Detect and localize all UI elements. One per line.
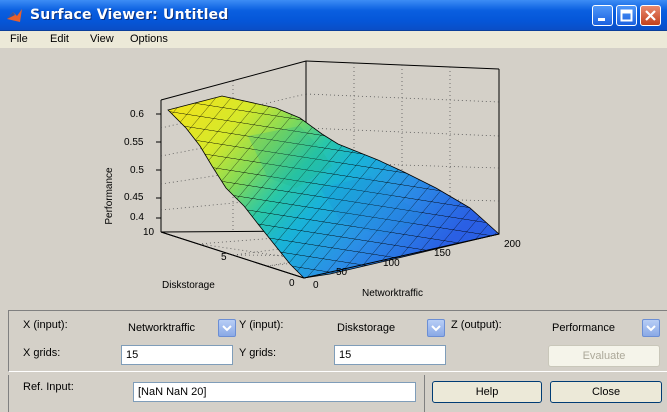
menu-view[interactable]: View [90, 33, 114, 45]
matlab-icon [7, 9, 22, 22]
x-tick-label: 200 [504, 239, 521, 250]
z-output-select[interactable]: Performance [548, 318, 660, 338]
help-button[interactable]: Help [432, 381, 542, 403]
y-axis-label: Diskstorage [162, 280, 215, 291]
x-grids-field[interactable]: 15 [121, 345, 233, 365]
title-bar[interactable]: Surface Viewer: Untitled [0, 0, 667, 31]
menu-options[interactable]: Options [130, 33, 168, 45]
y-tick-label: 10 [143, 227, 155, 238]
menu-file[interactable]: File [10, 33, 28, 45]
minimize-icon [598, 18, 605, 21]
variable-panel: X (input): Networktraffic Y (input): Dis… [8, 310, 667, 372]
y-input-select[interactable]: Diskstorage [333, 318, 445, 338]
x-input-label: X (input): [23, 319, 68, 331]
y-input-label: Y (input): [239, 319, 284, 331]
z-tick-label: 0.6 [130, 109, 144, 120]
y-grids-label: Y grids: [239, 347, 277, 359]
menu-edit[interactable]: Edit [50, 33, 69, 45]
chevron-down-icon[interactable] [218, 319, 236, 337]
z-tick-label: 0.55 [124, 137, 144, 148]
y-tick-label: 5 [221, 252, 227, 263]
minimize-button[interactable] [592, 5, 613, 26]
close-window-button[interactable] [640, 5, 661, 26]
menu-bar: File Edit View Options [0, 31, 667, 48]
x-tick-label: 50 [336, 267, 348, 278]
maximize-button[interactable] [616, 5, 637, 26]
x-tick-label: 0 [313, 280, 319, 291]
x-grids-label: X grids: [23, 347, 61, 359]
close-icon [645, 10, 656, 21]
close-button[interactable]: Close [550, 381, 662, 403]
x-tick-label: 100 [383, 258, 400, 269]
y-grids-field[interactable]: 15 [334, 345, 446, 365]
z-tick-label: 0.45 [124, 192, 144, 203]
x-tick-label: 150 [434, 248, 451, 259]
chevron-down-icon[interactable] [642, 319, 660, 337]
reference-panel: Ref. Input: [NaN NaN 20] Help Close [8, 375, 667, 412]
surface-plot[interactable]: 0.6 0.55 0.5 0.45 0.4 10 5 0 0 50 100 15… [0, 48, 667, 310]
ref-input-field[interactable]: [NaN NaN 20] [133, 382, 416, 402]
x-input-select[interactable]: Networktraffic [124, 318, 236, 338]
maximize-icon [620, 9, 633, 22]
evaluate-button[interactable]: Evaluate [548, 345, 660, 367]
x-axis-label: Networktraffic [362, 288, 423, 299]
z-tick-label: 0.5 [130, 165, 144, 176]
ref-input-label: Ref. Input: [23, 381, 74, 393]
y-tick-label: 0 [289, 278, 295, 289]
window-title: Surface Viewer: Untitled [30, 7, 229, 23]
chevron-down-icon[interactable] [427, 319, 445, 337]
z-tick-label: 0.4 [130, 212, 144, 223]
z-output-label: Z (output): [451, 319, 502, 331]
z-axis-label: Performance [104, 167, 115, 225]
